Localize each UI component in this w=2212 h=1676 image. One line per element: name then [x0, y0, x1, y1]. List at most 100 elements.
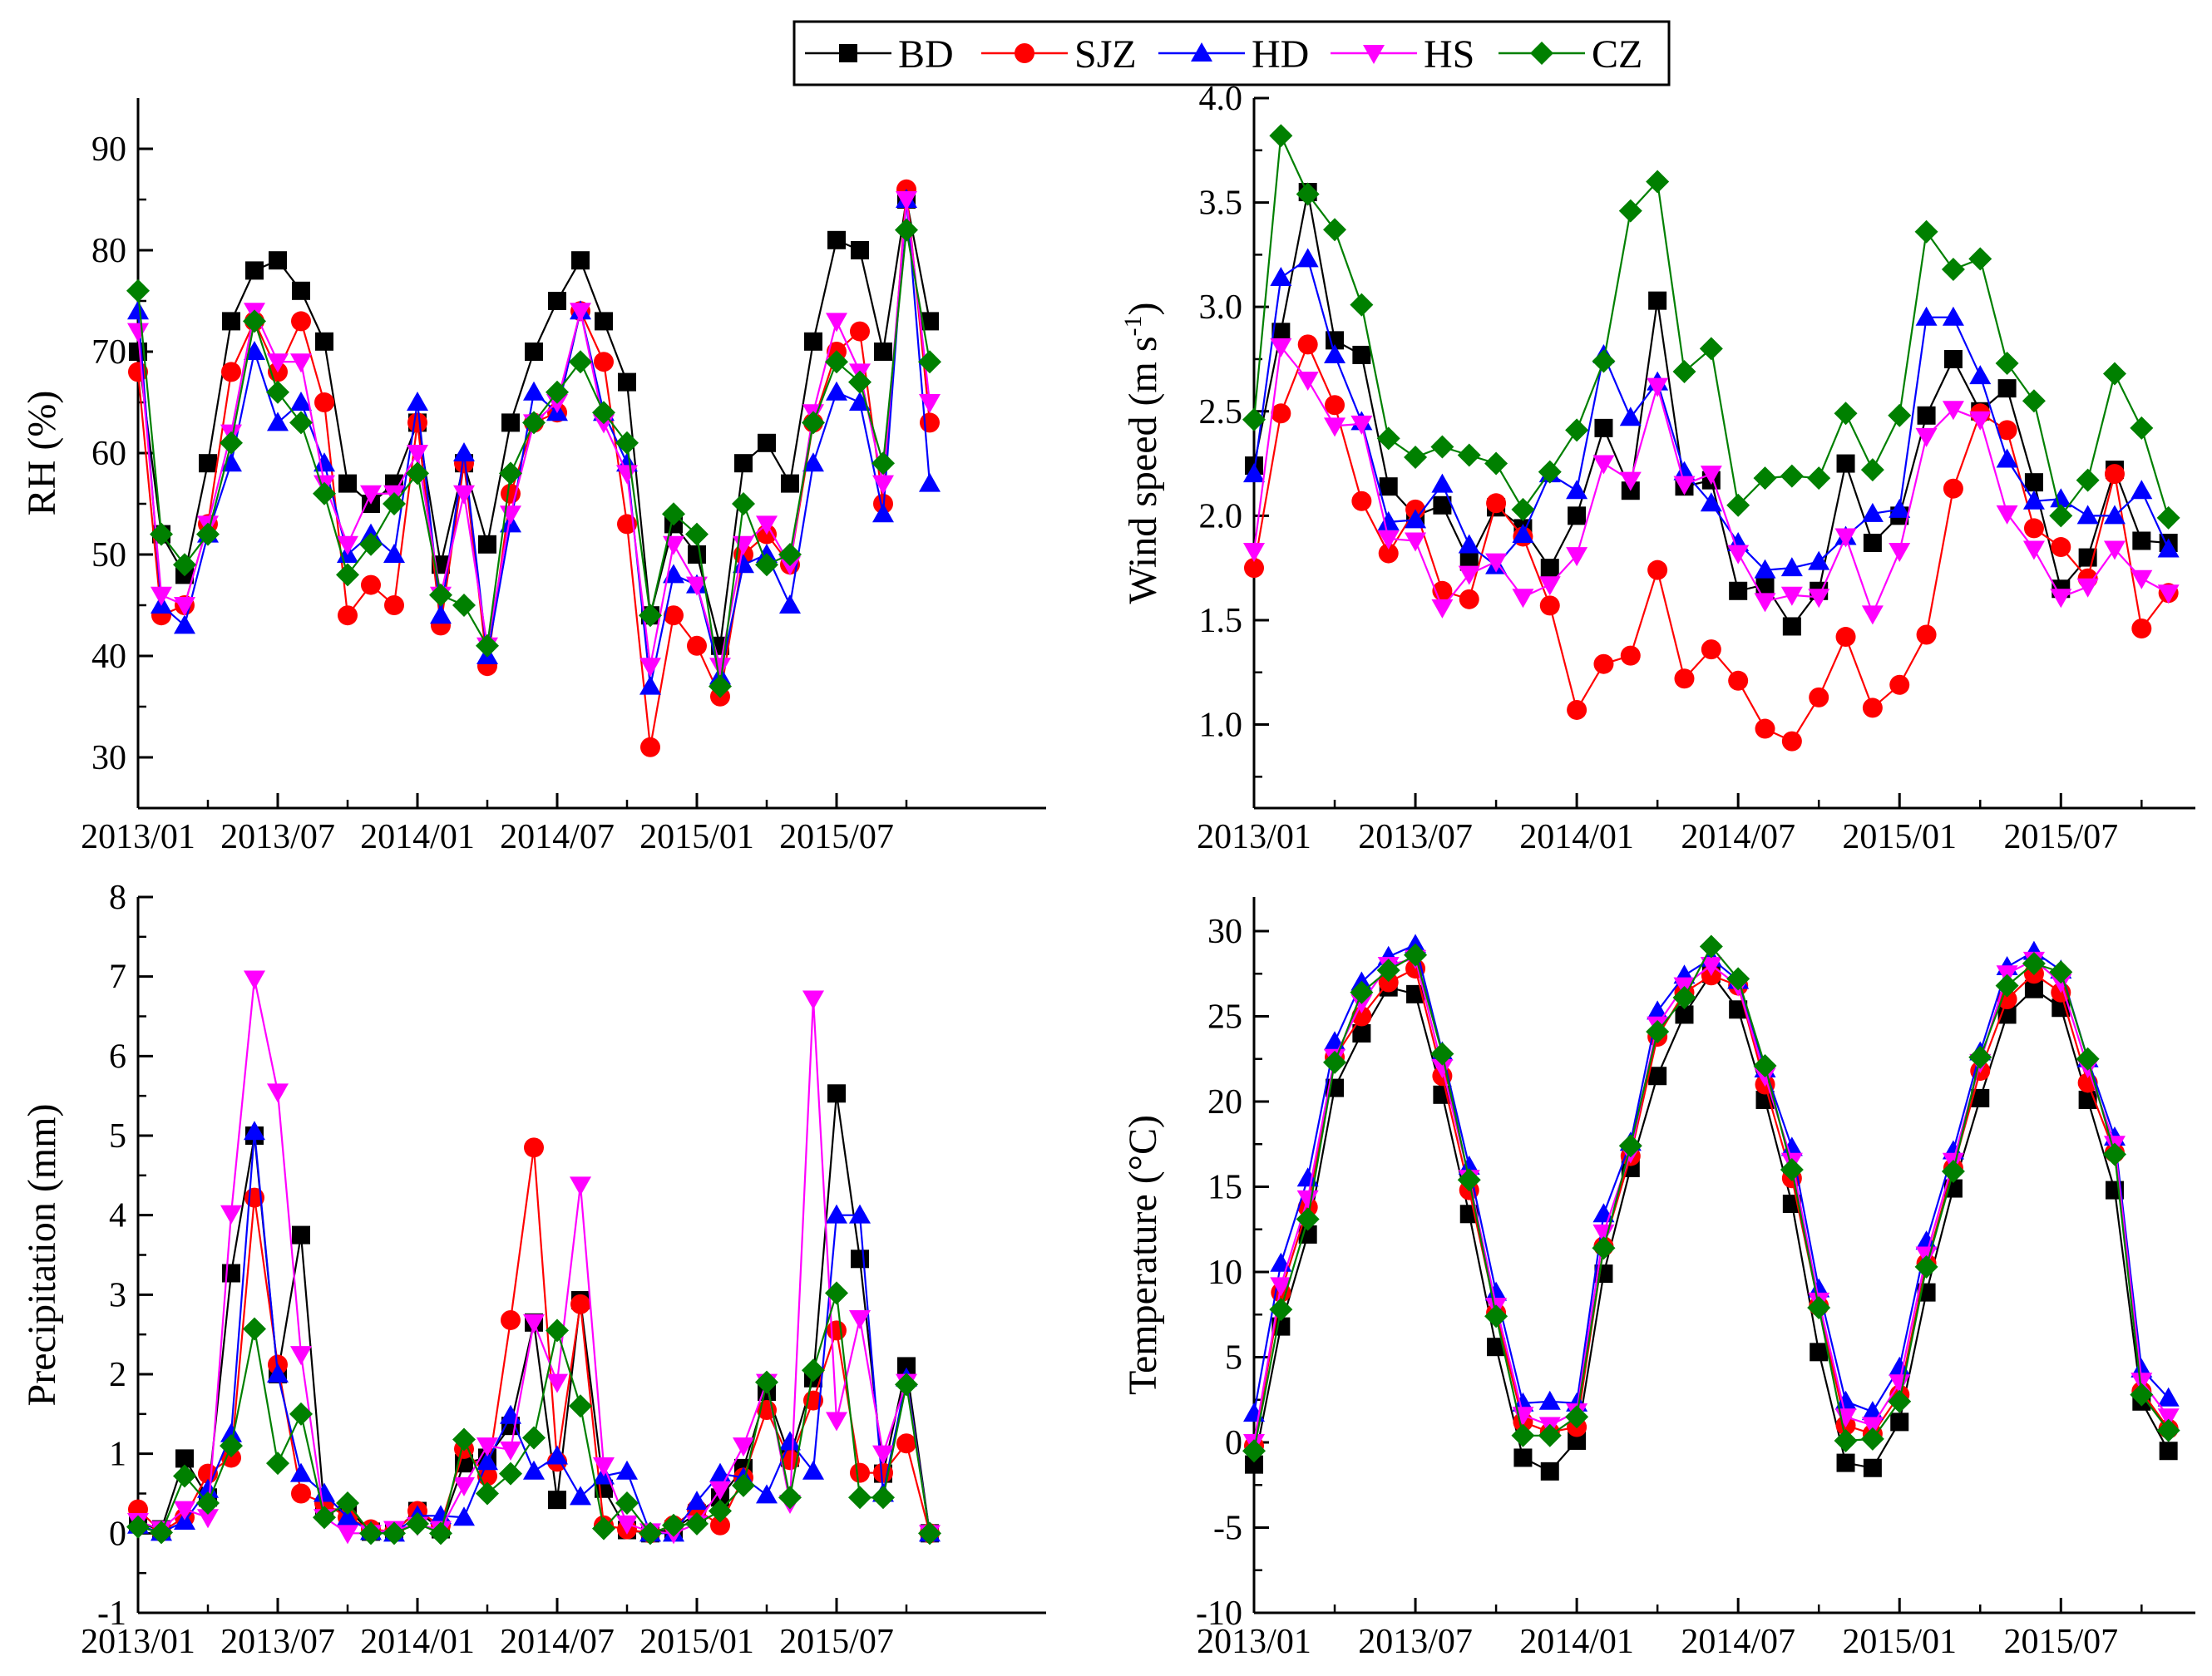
data-point-hd	[1808, 1278, 1830, 1298]
data-point-cz	[2156, 505, 2180, 530]
y-axis-title: Temperature (°C)	[1121, 1115, 1165, 1395]
data-point-hd	[314, 452, 335, 472]
series-line-cz	[1252, 944, 2170, 1452]
data-point-bd	[175, 1449, 194, 1468]
y-tick-label: 1	[109, 1436, 126, 1474]
data-point-cz	[639, 604, 662, 628]
y-axis-title: Precipitation (mm)	[20, 1104, 64, 1407]
data-point-hs	[756, 515, 778, 535]
data-point-hs	[896, 191, 917, 210]
data-point-hs	[500, 1441, 521, 1461]
data-point-bd	[1379, 477, 1398, 496]
data-point-bd	[1729, 581, 1748, 600]
data-point-bd	[1540, 559, 1559, 578]
data-point-hs	[802, 990, 824, 1010]
rh-panel: 30 40 50 60 70 80 90 2013/01 2013/07 2014/01 2014/…	[20, 98, 1046, 856]
data-point-hd	[849, 392, 871, 411]
data-point-sjz	[1997, 989, 2017, 1009]
data-point-hd	[1377, 510, 1400, 530]
data-point-hs	[2131, 1373, 2153, 1393]
data-point-hd	[802, 1460, 824, 1480]
data-point-hs	[151, 586, 172, 606]
data-point-hs	[407, 445, 428, 464]
data-point-hs	[476, 1437, 498, 1457]
data-point-hd	[779, 594, 801, 614]
data-point-hs	[1270, 1277, 1292, 1297]
data-point-sjz	[827, 1320, 847, 1341]
data-point-sjz	[221, 1447, 241, 1468]
data-point-sjz	[594, 352, 614, 372]
data-point-sjz	[1620, 645, 1641, 666]
y-tick-label: 5	[1225, 1339, 1242, 1378]
data-point-bd	[1568, 1431, 1587, 1450]
data-point-cz	[243, 309, 266, 333]
data-point-cz	[1914, 1255, 1938, 1279]
data-point-hs	[1485, 553, 1508, 573]
data-point-hs	[1700, 466, 1722, 486]
data-point-hs	[1296, 372, 1319, 392]
data-point-sjz	[2131, 618, 2152, 638]
data-point-cz	[1753, 1053, 1777, 1077]
data-point-bd	[199, 454, 217, 473]
data-point-cz	[592, 1516, 615, 1540]
data-point-hd	[267, 1363, 289, 1383]
data-point-hs	[1512, 589, 1534, 609]
x-tick-label: 2015/07	[2003, 818, 2118, 856]
x-tick-label: 2014/07	[500, 818, 615, 856]
data-point-hd	[290, 1462, 312, 1482]
series-cz	[1242, 124, 2180, 530]
legend-entry-hs: HS	[1331, 32, 1474, 76]
series-sjz	[1244, 334, 2179, 752]
data-point-sjz	[1755, 718, 1775, 739]
data-point-hs	[1647, 377, 1669, 397]
data-point-bd	[548, 292, 566, 310]
data-point-bd	[804, 332, 822, 351]
data-point-hs	[1754, 593, 1776, 613]
data-point-cz	[359, 532, 383, 556]
y-tick-label: 0	[1225, 1424, 1242, 1462]
series-line-sjz	[1252, 967, 2170, 1447]
data-point-hs	[2022, 540, 2045, 560]
data-point-cz	[2076, 1047, 2100, 1071]
y-tick-label: 90	[91, 131, 126, 169]
data-point-cz	[383, 1521, 406, 1545]
data-point-cz	[1860, 1427, 1884, 1451]
data-point-cz	[429, 1521, 452, 1545]
data-point-cz	[1834, 402, 1858, 426]
data-point-hs	[244, 970, 265, 990]
series-hd	[1243, 248, 2180, 579]
data-point-cz	[452, 594, 476, 617]
data-point-cz	[1699, 337, 1723, 361]
series-line-hd	[1252, 943, 2170, 1414]
x-tick-label: 2015/01	[639, 1623, 754, 1661]
precipitation-panel: -1 0 1 2 3 4 5 6 7 8 2013/01 2013/07 2014/01 2014/07 2…	[20, 879, 1046, 1661]
data-point-hs	[709, 658, 731, 678]
legend-marker-hd	[1191, 42, 1212, 62]
y-tick-label: 3.5	[1199, 185, 1243, 223]
series-line-cz	[1252, 132, 2170, 519]
x-tick-label: 2013/07	[1358, 1623, 1473, 1661]
data-point-cz	[1888, 1389, 1912, 1413]
data-point-cz	[732, 1473, 755, 1497]
data-point-bd	[921, 312, 939, 331]
series-cz	[1242, 934, 2180, 1463]
x-tick-label: 2013/07	[1358, 818, 1473, 856]
data-point-hs	[2157, 584, 2180, 604]
data-point-hs	[2131, 569, 2153, 589]
data-point-bd	[1352, 345, 1371, 364]
data-point-cz	[2022, 389, 2046, 413]
data-point-hs	[2050, 589, 2072, 609]
series-bd	[1245, 183, 2178, 636]
data-point-bd	[618, 372, 636, 392]
data-point-cz	[1323, 1050, 1347, 1074]
data-point-cz	[778, 543, 802, 566]
data-point-cz	[266, 1452, 289, 1476]
data-point-cz	[336, 563, 359, 587]
data-point-sjz	[221, 362, 241, 382]
data-point-hs	[127, 323, 149, 343]
legend-entry-bd: BD	[805, 32, 954, 76]
data-point-cz	[1968, 247, 1992, 271]
data-point-cz	[1430, 1042, 1454, 1066]
data-point-bd	[1594, 418, 1613, 437]
data-point-cz	[1538, 1423, 1562, 1447]
